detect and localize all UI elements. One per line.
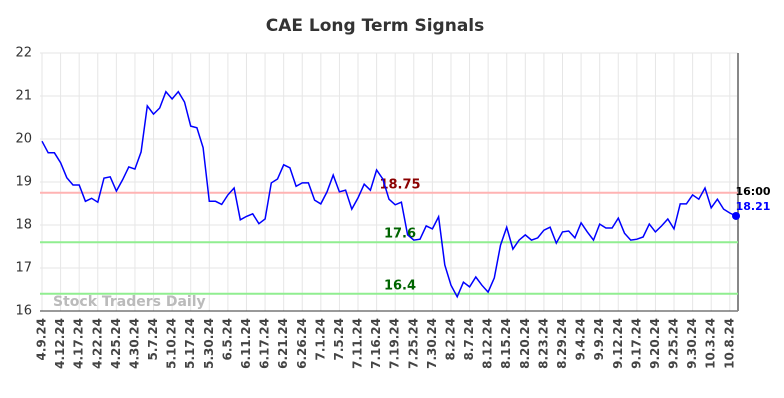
chart-title: CAE Long Term Signals — [266, 16, 485, 36]
x-tick-label: 4.22.24 — [90, 318, 104, 369]
y-tick-label: 21 — [15, 89, 32, 104]
y-tick-label: 19 — [15, 175, 32, 190]
last-point — [732, 211, 740, 220]
x-tick-label: 5.10.24 — [165, 318, 179, 369]
level-label: 16.4 — [384, 278, 416, 293]
x-tick-label: 8.29.24 — [555, 318, 569, 369]
level-label: 17.6 — [384, 227, 416, 242]
x-tick-label: 4.25.24 — [109, 318, 123, 369]
x-tick-label: 8.7.24 — [462, 318, 476, 361]
y-tick-label: 16 — [15, 304, 32, 319]
x-tick-label: 7.25.24 — [406, 318, 420, 369]
x-tick-label: 4.9.24 — [35, 318, 49, 361]
level-label: 18.75 — [379, 177, 420, 192]
x-tick-label: 7.5.24 — [332, 318, 346, 361]
x-tick-label: 7.19.24 — [388, 318, 402, 369]
x-tick-label: 8.12.24 — [481, 318, 495, 369]
x-tick-label: 4.17.24 — [72, 318, 86, 369]
x-tick-label: 4.12.24 — [53, 318, 67, 369]
x-tick-label: 9.4.24 — [574, 318, 588, 361]
x-tick-label: 5.17.24 — [183, 318, 197, 369]
last-value: 18.21 — [736, 200, 771, 213]
last-time: 16:00 — [735, 185, 770, 198]
x-tick-label: 8.20.24 — [518, 318, 532, 369]
x-tick-label: 5.7.24 — [146, 318, 160, 361]
x-tick-label: 9.20.24 — [648, 318, 662, 369]
x-tick-label: 9.17.24 — [629, 318, 643, 369]
y-tick-label: 17 — [15, 261, 32, 276]
x-tick-label: 6.11.24 — [239, 318, 253, 369]
x-tick-label: 8.15.24 — [499, 318, 513, 369]
y-tick-label: 18 — [15, 218, 32, 233]
x-tick-label: 6.17.24 — [258, 318, 272, 369]
x-tick-label: 8.2.24 — [443, 318, 457, 361]
x-tick-label: 10.3.24 — [704, 318, 718, 369]
x-tick-label: 4.30.24 — [127, 318, 141, 369]
x-tick-label: 6.26.24 — [295, 318, 309, 369]
x-tick-label: 9.9.24 — [592, 318, 606, 361]
y-tick-label: 20 — [15, 132, 32, 147]
x-tick-label: 9.30.24 — [685, 318, 699, 369]
x-tick-label: 7.1.24 — [313, 318, 327, 361]
watermark: Stock Traders Daily — [53, 294, 206, 310]
x-tick-label: 6.21.24 — [276, 318, 290, 369]
x-tick-label: 7.30.24 — [425, 318, 439, 369]
x-tick-label: 7.11.24 — [351, 318, 365, 369]
y-tick-label: 22 — [15, 46, 32, 61]
x-tick-label: 8.23.24 — [536, 318, 550, 369]
x-tick-label: 9.12.24 — [611, 318, 625, 369]
price-line — [41, 90, 737, 299]
x-tick-label: 9.25.24 — [667, 318, 681, 369]
x-tick-label: 6.5.24 — [220, 318, 234, 361]
x-tick-label: 10.8.24 — [722, 318, 736, 369]
x-tick-label: 7.16.24 — [369, 318, 383, 369]
x-tick-label: 5.30.24 — [202, 318, 216, 369]
